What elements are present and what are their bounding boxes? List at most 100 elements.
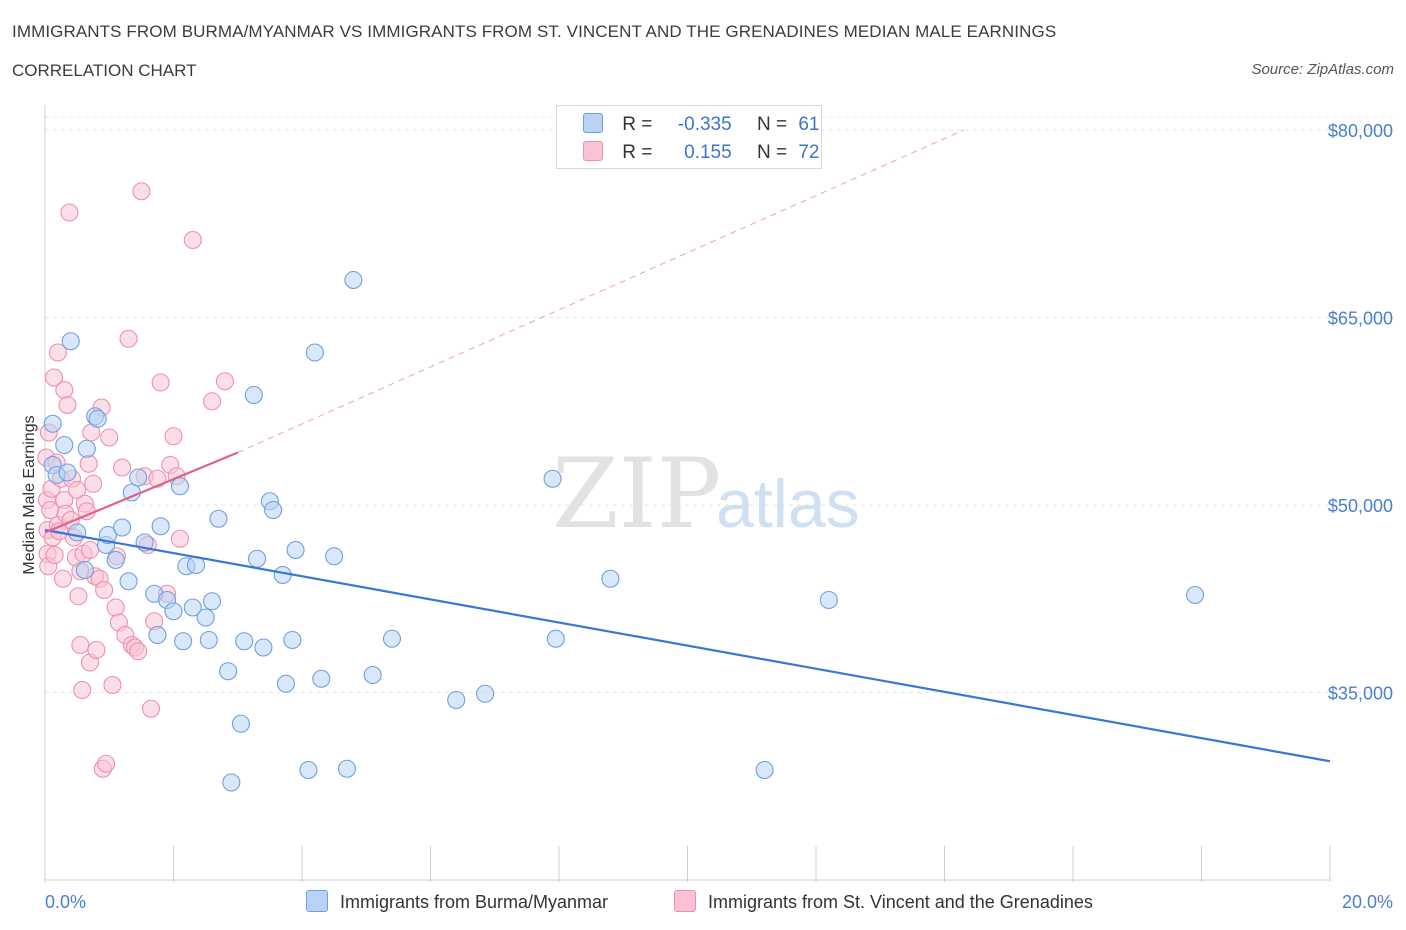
legend-label-st-vincent: Immigrants from St. Vincent and the Gren… xyxy=(708,892,1093,912)
blue-point xyxy=(601,569,620,588)
stats-legend: R = -0.335 N = 61 R = 0.155 N = 72 xyxy=(556,105,822,169)
pink-point xyxy=(69,587,88,606)
x-tick-label: 20.0% xyxy=(1342,892,1393,912)
blue-point xyxy=(447,690,466,710)
blue-point xyxy=(264,500,283,520)
pink-point xyxy=(129,642,148,661)
stats-legend-row-pink: R = 0.155 N = 72 xyxy=(583,141,819,165)
blue-point xyxy=(755,760,774,780)
pink-point xyxy=(48,343,67,362)
blue-point xyxy=(61,332,80,351)
blue-point xyxy=(148,625,167,645)
pink-point xyxy=(68,480,87,500)
blue-swatch xyxy=(306,890,328,912)
blue-point xyxy=(88,409,107,428)
blue-point xyxy=(283,630,302,650)
chart-subtitle: CORRELATION CHART xyxy=(12,61,197,80)
y-axis-label: Median Male Earnings xyxy=(21,415,38,574)
blue-point xyxy=(247,549,267,568)
legend-label-burma: Immigrants from Burma/Myanmar xyxy=(340,892,609,912)
x-tick-labels: 0.0% 20.0% xyxy=(45,892,1393,912)
r-label: R = xyxy=(622,114,653,135)
pink-point xyxy=(106,598,125,617)
y-tick-label: $50,000 xyxy=(1328,496,1393,516)
pink-point xyxy=(73,680,92,700)
pink-point xyxy=(45,545,64,565)
pink-point xyxy=(41,500,60,520)
blue-point xyxy=(305,343,324,362)
blue-point xyxy=(546,629,565,648)
blue-point xyxy=(325,547,344,566)
pink-point xyxy=(119,329,138,348)
blue-point xyxy=(58,463,77,482)
blue-point xyxy=(199,630,218,650)
pink-swatch xyxy=(583,141,603,161)
legend-item-burma[interactable]: Immigrants from Burma/Myanmar xyxy=(306,890,608,913)
chart-title: IMMIGRANTS FROM BURMA/MYANMAR VS IMMIGRA… xyxy=(12,22,1057,41)
r-label: R = xyxy=(622,142,653,163)
watermark-atlas: atlas xyxy=(716,466,860,542)
blue-point xyxy=(231,714,251,733)
blue-point xyxy=(819,590,838,610)
pink-point xyxy=(141,699,161,718)
blue-point xyxy=(170,477,189,496)
blue-point xyxy=(98,525,118,545)
pink-point xyxy=(79,454,98,473)
blue-point xyxy=(543,469,562,488)
blue-point xyxy=(209,509,228,528)
blue-point xyxy=(203,592,222,611)
blue-point xyxy=(151,517,170,536)
pink-point xyxy=(100,428,119,447)
pink-point xyxy=(103,675,122,695)
blue-point xyxy=(113,518,132,537)
blue-point xyxy=(344,270,363,290)
blue-point xyxy=(77,439,96,458)
blue-point xyxy=(129,468,148,487)
pink-point xyxy=(132,182,151,201)
blue-point xyxy=(312,669,331,688)
r-value-pink: 0.155 xyxy=(678,142,732,163)
source-credit: Source: ZipAtlas.com xyxy=(1251,61,1394,78)
blue-point xyxy=(476,684,495,703)
n-label: N = xyxy=(756,142,788,163)
blue-point xyxy=(55,435,74,455)
pink-point xyxy=(151,373,170,392)
pink-trend-line-extension xyxy=(237,129,964,453)
blue-point xyxy=(235,632,254,651)
blue-point xyxy=(196,608,215,627)
y-tick-label: $80,000 xyxy=(1328,121,1393,141)
pink-point xyxy=(71,635,90,655)
n-label: N = xyxy=(756,114,788,135)
blue-point xyxy=(382,629,402,648)
pink-point xyxy=(95,580,114,600)
blue-point xyxy=(254,638,273,657)
blue-point xyxy=(106,550,125,570)
blue-trend-line xyxy=(44,528,1331,763)
pink-point xyxy=(55,380,74,400)
blue-point xyxy=(219,662,238,681)
stats-legend-row-blue: R = -0.335 N = 61 xyxy=(583,113,819,137)
n-value-pink: 72 xyxy=(798,142,820,163)
pink-trend-line xyxy=(44,451,239,534)
blue-point xyxy=(174,632,193,651)
blue-point xyxy=(43,414,62,433)
pink-point xyxy=(183,230,202,250)
x-tick-label: 0.0% xyxy=(45,892,86,912)
blue-point xyxy=(222,773,241,792)
blue-point xyxy=(286,540,305,560)
pink-point xyxy=(113,458,132,477)
pink-point xyxy=(164,427,183,446)
n-value-blue: 61 xyxy=(798,114,820,135)
pink-point xyxy=(80,540,100,560)
blue-point xyxy=(164,602,183,621)
pink-point xyxy=(215,372,234,391)
blue-point xyxy=(299,760,318,780)
pink-point xyxy=(84,474,103,493)
blue-point xyxy=(337,759,357,778)
blue-point xyxy=(68,523,87,542)
blue-point xyxy=(244,385,263,405)
y-tick-labels: $35,000 $50,000 $65,000 $80,000 xyxy=(1328,121,1393,704)
legend-item-st-vincent[interactable]: Immigrants from St. Vincent and the Gren… xyxy=(674,890,1093,913)
blue-point xyxy=(276,674,295,693)
